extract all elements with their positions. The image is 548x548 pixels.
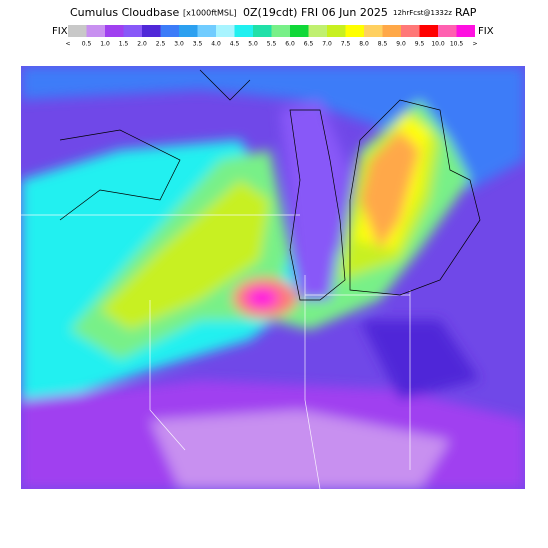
legend-swatch [197, 25, 216, 37]
legend-swatch [68, 25, 87, 37]
model: RAP [455, 6, 477, 19]
legend-swatch [234, 25, 253, 37]
legend-label: 6.0 [285, 41, 295, 48]
legend-swatch [271, 25, 290, 37]
map [21, 66, 525, 489]
legend-label: 3.5 [193, 41, 203, 48]
legend-label: 0.5 [82, 41, 92, 48]
legend: <0.5 1.0 1.5 2.0 2.5 3.0 3.5 4.0 4.5 5.0 5.5 6.0 6.5… [65, 25, 478, 48]
legend-label: 1.5 [119, 41, 129, 48]
title: Cumulus Cloudbase [70, 6, 179, 19]
units: [x1000ftMSL] [183, 9, 237, 18]
legend-label: 8.0 [359, 41, 369, 48]
legend-label: 6.5 [304, 41, 314, 48]
legend-swatch [253, 25, 272, 37]
legend-swatch [327, 25, 346, 37]
legend-swatch [179, 25, 198, 37]
legend-label: 5.5 [267, 41, 277, 48]
legend-label: 5.0 [248, 41, 258, 48]
legend-swatch [419, 25, 438, 37]
forecast: 12hrFcst@1332z [393, 9, 452, 17]
legend-label: 7.0 [322, 41, 332, 48]
legend-swatch [382, 25, 401, 37]
legend-label: 2.0 [137, 41, 147, 48]
legend-swatch [105, 25, 124, 37]
legend-swatch [364, 25, 383, 37]
legend-swatch [142, 25, 161, 37]
legend-label: 9.0 [396, 41, 406, 48]
valid-time: 0Z(19cdt) FRI 06 Jun 2025 [243, 6, 388, 19]
legend-label: 9.5 [415, 41, 425, 48]
legend-swatch [160, 25, 179, 37]
legend-swatch [290, 25, 309, 37]
legend-label: 4.5 [230, 41, 240, 48]
fix-button[interactable]: FIX [52, 26, 68, 37]
legend-label: 8.5 [378, 41, 388, 48]
legend-label: > [472, 41, 477, 48]
legend-swatch [123, 25, 142, 37]
legend-swatch [456, 25, 475, 37]
legend-label: < [65, 41, 70, 48]
legend-swatch [86, 25, 105, 37]
legend-swatch [308, 25, 327, 37]
legend-label: 1.0 [100, 41, 110, 48]
legend-swatch [401, 25, 420, 37]
legend-label: 2.5 [156, 41, 166, 48]
legend-label: 7.5 [341, 41, 351, 48]
legend-swatch [345, 25, 364, 37]
legend-label: 10.5 [450, 41, 464, 48]
legend-swatch [438, 25, 457, 37]
legend-swatch [216, 25, 235, 37]
legend-label: 3.0 [174, 41, 184, 48]
fix-button[interactable]: FIX [478, 26, 494, 37]
legend-label: 4.0 [211, 41, 221, 48]
legend-label: 10.0 [431, 41, 445, 48]
